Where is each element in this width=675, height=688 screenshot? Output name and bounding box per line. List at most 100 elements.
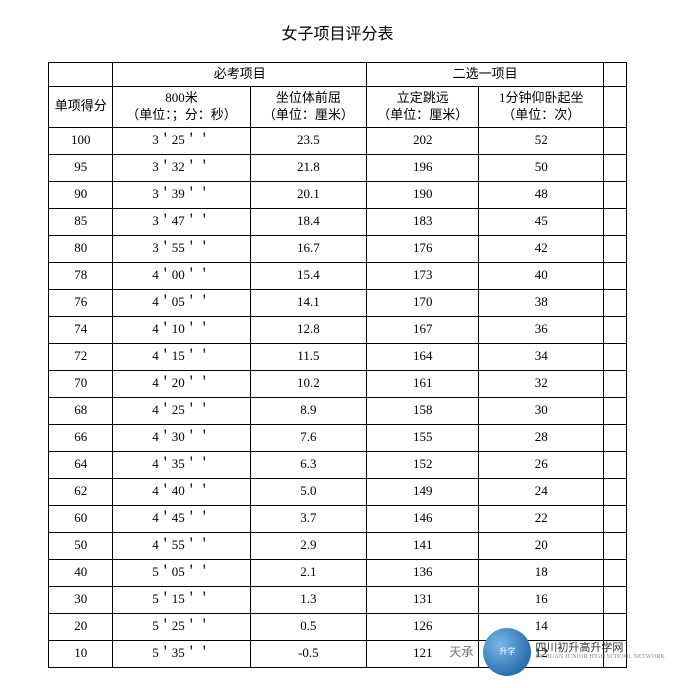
cell-sitreach: 15.4 <box>250 262 366 289</box>
cell-run800: 3＇25＇＇ <box>113 127 250 154</box>
cell-tail-blank <box>604 613 627 640</box>
cell-sitreach: 12.8 <box>250 316 366 343</box>
header-blank <box>49 63 113 87</box>
cell-jump: 152 <box>367 451 479 478</box>
table-row: 405＇05＇＇2.113618 <box>49 559 627 586</box>
cell-tail-blank <box>604 424 627 451</box>
table-row: 504＇55＇＇2.914120 <box>49 532 627 559</box>
cell-run800: 4＇25＇＇ <box>113 397 250 424</box>
cell-run800: 4＇40＇＇ <box>113 478 250 505</box>
cell-score: 50 <box>49 532 113 559</box>
cell-jump: 190 <box>367 181 479 208</box>
cell-jump: 176 <box>367 235 479 262</box>
cell-tail-blank <box>604 586 627 613</box>
header-tail-blank-2 <box>604 86 627 127</box>
table-row: 624＇40＇＇5.014924 <box>49 478 627 505</box>
cell-jump: 183 <box>367 208 479 235</box>
table-row: 604＇45＇＇3.714622 <box>49 505 627 532</box>
cell-score: 10 <box>49 640 113 667</box>
table-row: 644＇35＇＇6.315226 <box>49 451 627 478</box>
cell-run800: 4＇35＇＇ <box>113 451 250 478</box>
cell-run800: 5＇35＇＇ <box>113 640 250 667</box>
table-row: 744＇10＇＇12.816736 <box>49 316 627 343</box>
header-800-unit: （单位：；分：秒） <box>126 107 237 122</box>
cell-score: 100 <box>49 127 113 154</box>
header-sitreach: 坐位体前屈 （单位：厘米） <box>250 86 366 127</box>
cell-jump: 131 <box>367 586 479 613</box>
cell-run800: 4＇15＇＇ <box>113 343 250 370</box>
cell-sitreach: 6.3 <box>250 451 366 478</box>
cell-score: 90 <box>49 181 113 208</box>
cell-tail-blank <box>604 127 627 154</box>
cell-sitreach: 2.1 <box>250 559 366 586</box>
header-jump-name: 立定跳远 <box>397 90 449 105</box>
cell-score: 74 <box>49 316 113 343</box>
cell-situp: 48 <box>479 181 604 208</box>
cell-score: 40 <box>49 559 113 586</box>
cell-sitreach: 14.1 <box>250 289 366 316</box>
cell-jump: 141 <box>367 532 479 559</box>
cell-jump: 167 <box>367 316 479 343</box>
header-jump-unit: （单位：厘米） <box>377 107 468 122</box>
cell-situp: 45 <box>479 208 604 235</box>
cell-run800: 4＇05＇＇ <box>113 289 250 316</box>
cell-run800: 3＇39＇＇ <box>113 181 250 208</box>
cell-situp: 20 <box>479 532 604 559</box>
cell-run800: 4＇10＇＇ <box>113 316 250 343</box>
table-row: 953＇32＇＇21.819650 <box>49 154 627 181</box>
cell-score: 60 <box>49 505 113 532</box>
cell-run800: 5＇05＇＇ <box>113 559 250 586</box>
cell-situp: 24 <box>479 478 604 505</box>
table-row: 305＇15＇＇1.313116 <box>49 586 627 613</box>
cell-jump: 196 <box>367 154 479 181</box>
cell-score: 76 <box>49 289 113 316</box>
cell-tail-blank <box>604 478 627 505</box>
cell-score: 68 <box>49 397 113 424</box>
cell-run800: 5＇15＇＇ <box>113 586 250 613</box>
cell-run800: 4＇55＇＇ <box>113 532 250 559</box>
cell-jump: 136 <box>367 559 479 586</box>
cell-jump: 158 <box>367 397 479 424</box>
cell-tail-blank <box>604 343 627 370</box>
cell-sitreach: 23.5 <box>250 127 366 154</box>
cell-run800: 3＇55＇＇ <box>113 235 250 262</box>
cell-jump: 164 <box>367 343 479 370</box>
score-table: 必考项目 二选一项目 单项得分 800米 （单位：；分：秒） 坐位体前屈 （单位… <box>48 62 627 668</box>
cell-score: 80 <box>49 235 113 262</box>
cell-jump: 155 <box>367 424 479 451</box>
cell-sitreach: 20.1 <box>250 181 366 208</box>
cell-situp: 16 <box>479 586 604 613</box>
cell-tail-blank <box>604 451 627 478</box>
cell-tail-blank <box>604 505 627 532</box>
cell-run800: 4＇30＇＇ <box>113 424 250 451</box>
cell-score: 85 <box>49 208 113 235</box>
cell-tail-blank <box>604 181 627 208</box>
header-score: 单项得分 <box>49 86 113 127</box>
cell-score: 20 <box>49 613 113 640</box>
cell-tail-blank <box>604 370 627 397</box>
cell-tail-blank <box>604 640 627 667</box>
cell-tail-blank <box>604 262 627 289</box>
table-row: 764＇05＇＇14.117038 <box>49 289 627 316</box>
cell-situp: 14 <box>479 613 604 640</box>
table-row: 724＇15＇＇11.516434 <box>49 343 627 370</box>
cell-sitreach: 8.9 <box>250 397 366 424</box>
cell-sitreach: 2.9 <box>250 532 366 559</box>
cell-jump: 170 <box>367 289 479 316</box>
cell-score: 72 <box>49 343 113 370</box>
table-row: 903＇39＇＇20.119048 <box>49 181 627 208</box>
cell-sitreach: 18.4 <box>250 208 366 235</box>
cell-sitreach: 5.0 <box>250 478 366 505</box>
table-row: 105＇35＇＇-0.512112 <box>49 640 627 667</box>
cell-situp: 52 <box>479 127 604 154</box>
cell-score: 66 <box>49 424 113 451</box>
cell-run800: 4＇45＇＇ <box>113 505 250 532</box>
cell-jump: 161 <box>367 370 479 397</box>
table-row: 704＇20＇＇10.216132 <box>49 370 627 397</box>
cell-score: 64 <box>49 451 113 478</box>
cell-situp: 36 <box>479 316 604 343</box>
table-row: 1003＇25＇＇23.520252 <box>49 127 627 154</box>
header-situp-name: 1分钟仰卧起坐 <box>499 90 584 105</box>
table-row: 784＇00＇＇15.417340 <box>49 262 627 289</box>
cell-tail-blank <box>604 559 627 586</box>
